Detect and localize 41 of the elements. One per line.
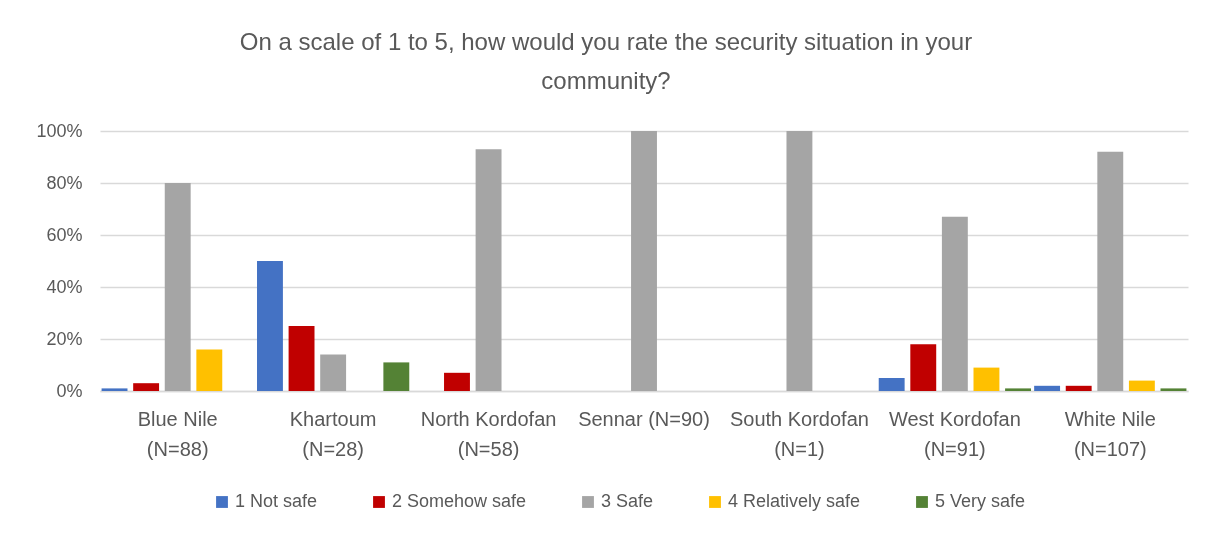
x-tick-label: Sennar (N=90) [578,407,710,430]
y-tick-label: 0% [56,380,83,401]
bar [164,183,191,391]
legend-label: 5 Very safe [935,491,1026,511]
x-tick-label: Blue Nile (N=88) [137,407,218,460]
legend-label: 1 Not safe [235,491,318,511]
bar [786,131,813,391]
bar [1034,385,1061,391]
bar [383,362,410,391]
x-tick-label: West Kordofan (N=91) [888,407,1021,460]
bar [288,326,315,391]
y-tick-label: 60% [46,224,83,245]
y-tick-label: 40% [46,276,83,297]
legend-label: 4 Relatively safe [728,491,861,511]
x-tick-label: North Kordofan (N=58) [420,407,557,460]
bar [1065,385,1092,391]
y-tick-label: 20% [46,328,83,349]
bar [1005,388,1031,391]
bar [101,388,128,391]
chart-title: On a scale of 1 to 5, how would you rate the security situation in your community? [239,28,973,94]
bar [941,216,968,391]
bar [320,354,347,391]
legend-label: 2 Somehow safe [392,491,527,511]
bar [973,367,1000,391]
bar [133,383,160,391]
x-tick-label: White Nile (N=107) [1064,407,1156,460]
bar [475,149,502,391]
legend-label: 3 Safe [601,491,654,511]
bar [1097,151,1124,391]
x-tick-label: South Kordofan (N=1) [729,407,869,460]
bar [196,349,223,391]
bar [1160,388,1187,391]
bar [257,261,283,391]
y-tick-label: 80% [46,172,83,193]
y-tick-label: 100% [36,120,83,141]
x-tick-label: Khartoum (N=28) [289,407,377,460]
bar [631,131,657,391]
bar [878,378,905,391]
bar [1128,380,1155,391]
bar [910,344,937,391]
bar [444,372,470,391]
